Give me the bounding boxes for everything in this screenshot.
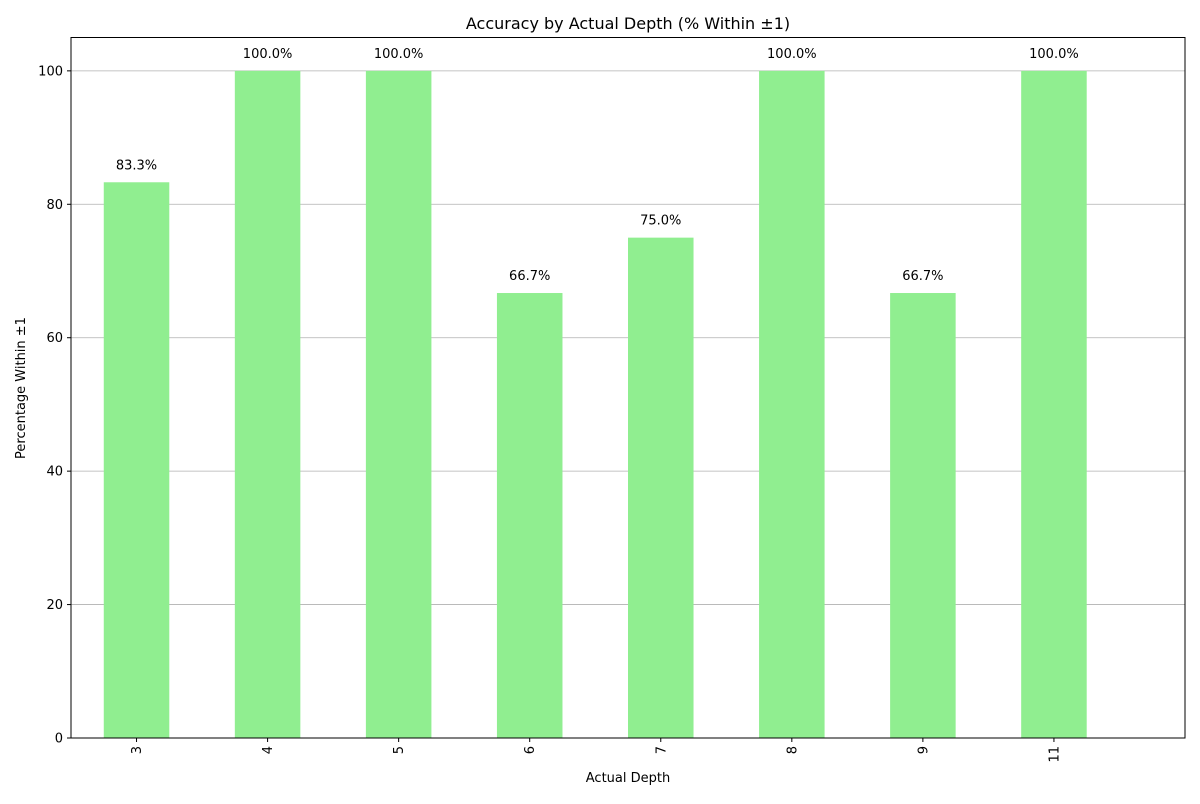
y-tick-label: 100 (38, 64, 63, 79)
bar-6 (496, 293, 563, 738)
data-labels: 83.3% 100.0% 100.0% 66.7% 75.0% 100.0% 66.7% 10… (116, 47, 1079, 284)
chart-title: Accuracy by Actual Depth (% Within ±1) (466, 14, 790, 33)
y-tick-label: 0 (55, 732, 63, 747)
data-label-9: 66.7% (902, 269, 943, 284)
data-label-3: 83.3% (116, 158, 157, 173)
data-label-5: 100.0% (374, 47, 424, 62)
y-tick-label: 60 (46, 331, 63, 346)
bar-4 (234, 70, 301, 739)
bar-3 (103, 182, 170, 738)
bar-11 (1021, 70, 1087, 739)
bar-9 (890, 293, 956, 738)
y-tick-label: 20 (46, 598, 63, 613)
bar-7 (628, 237, 694, 738)
data-label-8: 100.0% (767, 47, 817, 62)
x-tick-label: 9 (916, 746, 931, 754)
y-axis-label: Percentage Within ±1 (14, 317, 29, 459)
data-label-6: 66.7% (509, 269, 550, 284)
data-label-11: 100.0% (1029, 47, 1079, 62)
y-tick-label: 80 (46, 198, 63, 213)
plot-frame (70, 37, 1186, 739)
x-tick-label: 4 (261, 746, 276, 754)
x-tick-label: 5 (392, 746, 407, 754)
bar-8 (759, 70, 825, 739)
bar-5 (365, 70, 432, 739)
x-axis-ticks: 3 4 5 6 7 8 9 11 (130, 738, 1062, 763)
y-axis-ticks: 0 20 40 60 80 100 (38, 64, 71, 747)
x-tick-label: 6 (523, 746, 538, 754)
x-tick-label: 8 (785, 746, 800, 754)
data-label-7: 75.0% (640, 214, 681, 229)
x-tick-label: 7 (654, 746, 669, 754)
x-axis-label: Actual Depth (586, 771, 670, 786)
y-tick-label: 40 (46, 465, 63, 480)
bars (103, 70, 1087, 739)
x-tick-label: 3 (130, 746, 145, 754)
x-tick-label: 11 (1047, 746, 1062, 763)
data-label-4: 100.0% (243, 47, 293, 62)
